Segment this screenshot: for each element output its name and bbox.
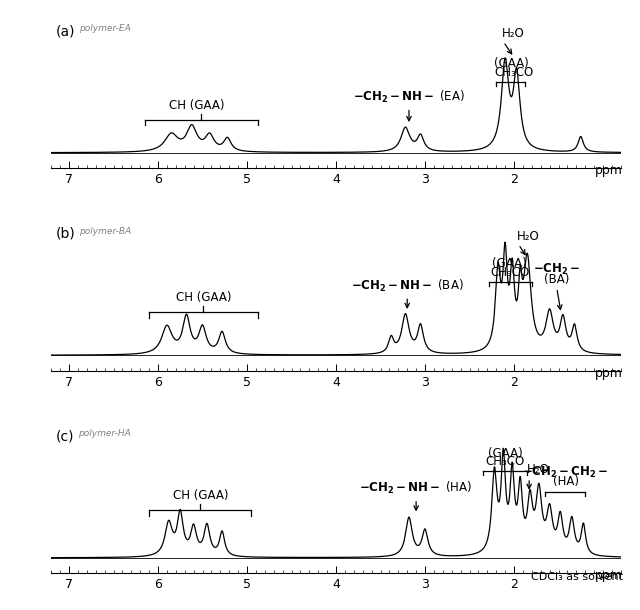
Text: polymer-HA: polymer-HA: [78, 429, 131, 439]
Text: $\mathbf{-CH_2-NH-}$ (HA): $\mathbf{-CH_2-NH-}$ (HA): [360, 480, 473, 496]
Text: $\mathbf{-CH_2-NH-}$ (EA): $\mathbf{-CH_2-NH-}$ (EA): [353, 89, 465, 105]
Text: $\mathbf{-CH_2-}$: $\mathbf{-CH_2-}$: [533, 262, 580, 277]
Text: H₂O: H₂O: [527, 463, 550, 476]
Text: ppm: ppm: [595, 164, 623, 177]
Text: (BA): (BA): [544, 273, 570, 286]
Text: ppm: ppm: [595, 569, 623, 582]
Text: (a): (a): [56, 24, 75, 38]
Text: CH (GAA): CH (GAA): [173, 489, 228, 502]
Text: CH₃CO: CH₃CO: [486, 456, 525, 468]
Text: (b): (b): [56, 227, 76, 241]
Text: (GAA): (GAA): [495, 57, 529, 70]
Text: H₂O: H₂O: [502, 27, 524, 40]
Text: (GAA): (GAA): [488, 447, 522, 460]
Text: $\mathbf{-CH_2-NH-}$ (BA): $\mathbf{-CH_2-NH-}$ (BA): [351, 278, 463, 293]
Text: CH₃CO: CH₃CO: [495, 66, 534, 79]
Text: ppm: ppm: [595, 367, 623, 379]
Text: polymer-BA: polymer-BA: [79, 227, 131, 236]
Text: CDCl₃ as solvent: CDCl₃ as solvent: [531, 572, 623, 582]
Text: CH₃CO: CH₃CO: [490, 266, 529, 279]
Text: CH (GAA): CH (GAA): [169, 99, 225, 112]
Text: polymer-EA: polymer-EA: [79, 24, 131, 34]
Text: (c): (c): [56, 429, 74, 443]
Text: H₂O: H₂O: [516, 229, 540, 243]
Text: (GAA): (GAA): [492, 257, 527, 270]
Text: $\mathbf{-CH_2-CH_2-}$: $\mathbf{-CH_2-CH_2-}$: [522, 465, 609, 479]
Text: (HA): (HA): [552, 475, 579, 489]
Text: CH (GAA): CH (GAA): [175, 291, 231, 304]
